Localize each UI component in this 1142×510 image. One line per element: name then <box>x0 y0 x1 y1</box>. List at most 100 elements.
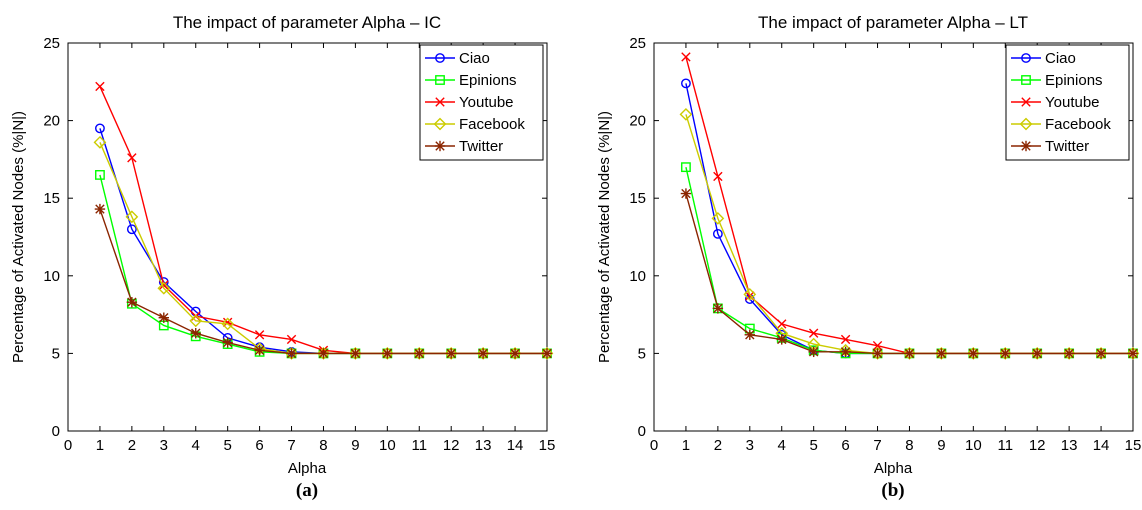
data-point <box>808 346 819 358</box>
data-point <box>126 224 137 235</box>
y-axis-label: Percentage of Activated Nodes (%|N|) <box>10 111 27 363</box>
data-point <box>476 347 490 360</box>
data-point <box>681 162 691 173</box>
legend-marker <box>433 117 447 131</box>
legend-marker <box>435 75 445 85</box>
legend-label: Epinions <box>1045 72 1103 89</box>
data-point <box>158 277 169 287</box>
legend-label: Twitter <box>459 138 503 155</box>
x-axis-label: Alpha <box>874 460 913 477</box>
data-point <box>1095 348 1107 359</box>
series-line <box>99 174 547 355</box>
legend-label: Ciao <box>459 50 490 67</box>
legend-marker <box>435 53 445 63</box>
data-point <box>317 347 330 360</box>
x-tick-label: 15 <box>539 437 556 454</box>
y-tick-label: 25 <box>43 35 60 52</box>
legend-label: Ciao <box>1045 50 1076 67</box>
data-point <box>157 281 171 295</box>
x-tick-label: 1 <box>96 437 104 454</box>
x-tick-label: 5 <box>223 437 231 454</box>
y-axis-label: Percentage of Activated Nodes (%|N|) <box>596 111 613 363</box>
x-tick-label: 14 <box>1093 437 1110 454</box>
x-tick-label: 4 <box>778 437 786 454</box>
x-tick-label: 6 <box>255 437 263 454</box>
x-tick-label: 3 <box>746 437 754 454</box>
data-point <box>254 330 265 340</box>
x-tick-label: 11 <box>997 437 1013 454</box>
x-tick-label: 6 <box>841 437 849 454</box>
legend-marker <box>435 97 445 107</box>
data-point <box>318 348 329 359</box>
data-point <box>713 171 723 182</box>
series-line <box>685 167 1133 355</box>
y-tick-label: 0 <box>52 423 60 440</box>
data-point <box>95 123 105 134</box>
panel-label: (b) <box>881 480 904 501</box>
data-point <box>254 345 265 356</box>
data-point <box>444 347 458 360</box>
x-tick-label: 11 <box>411 437 427 454</box>
legend-marker <box>1021 97 1031 107</box>
x-tick-label: 12 <box>443 437 460 454</box>
legend-label: Facebook <box>1045 116 1111 133</box>
legend-marker <box>1020 140 1032 152</box>
data-point <box>190 328 201 339</box>
x-tick-label: 7 <box>873 437 881 454</box>
data-point <box>93 135 107 149</box>
x-tick-label: 10 <box>965 437 982 454</box>
data-point <box>968 348 979 359</box>
data-point <box>903 347 916 360</box>
data-point <box>1063 348 1075 359</box>
legend-label: Epinions <box>459 72 517 89</box>
x-tick-label: 10 <box>379 437 396 454</box>
x-tick-label: 4 <box>192 437 200 454</box>
x-tick-label: 0 <box>64 437 72 454</box>
data-point <box>1030 347 1044 360</box>
y-tick-label: 20 <box>629 113 646 130</box>
legend-label: Youtube <box>459 94 514 111</box>
data-point <box>380 347 394 360</box>
x-tick-label: 9 <box>937 437 945 454</box>
data-point <box>222 337 233 348</box>
data-point <box>680 188 692 199</box>
data-point <box>1000 348 1011 359</box>
data-point <box>840 334 851 345</box>
data-point <box>840 346 851 358</box>
data-point <box>541 348 553 359</box>
data-point <box>94 203 106 215</box>
x-tick-label: 1 <box>682 437 690 454</box>
y-tick-label: 0 <box>638 423 646 440</box>
series-epinions <box>95 170 552 359</box>
data-point <box>158 312 169 323</box>
x-tick-label: 9 <box>351 437 359 454</box>
legend: Ciao Epinions Youtube Facebook Twitter <box>419 44 544 161</box>
data-point <box>95 81 105 92</box>
y-tick-label: 10 <box>43 268 60 285</box>
x-tick-label: 8 <box>905 437 913 454</box>
data-point <box>127 153 137 163</box>
chart-title: The impact of parameter Alpha – IC <box>173 13 441 32</box>
y-tick-label: 15 <box>43 190 60 207</box>
x-tick-label: 8 <box>319 437 327 454</box>
data-point <box>777 319 787 329</box>
x-tick-label: 2 <box>128 437 136 454</box>
x-tick-label: 12 <box>1029 437 1046 454</box>
legend-label: Youtube <box>1045 94 1100 111</box>
data-point <box>711 211 725 225</box>
data-point <box>189 314 203 328</box>
y-tick-label: 20 <box>43 113 60 130</box>
data-point <box>95 170 105 180</box>
data-point <box>966 347 980 360</box>
y-tick-label: 10 <box>629 268 646 285</box>
data-point <box>776 334 787 345</box>
x-axis-label: Alpha <box>288 460 327 477</box>
legend-label: Facebook <box>459 116 525 133</box>
data-point <box>286 334 297 345</box>
data-point <box>508 347 522 360</box>
legend-marker <box>1021 75 1031 85</box>
data-point <box>286 348 297 359</box>
x-tick-label: 15 <box>1125 437 1142 454</box>
x-tick-label: 2 <box>714 437 722 454</box>
